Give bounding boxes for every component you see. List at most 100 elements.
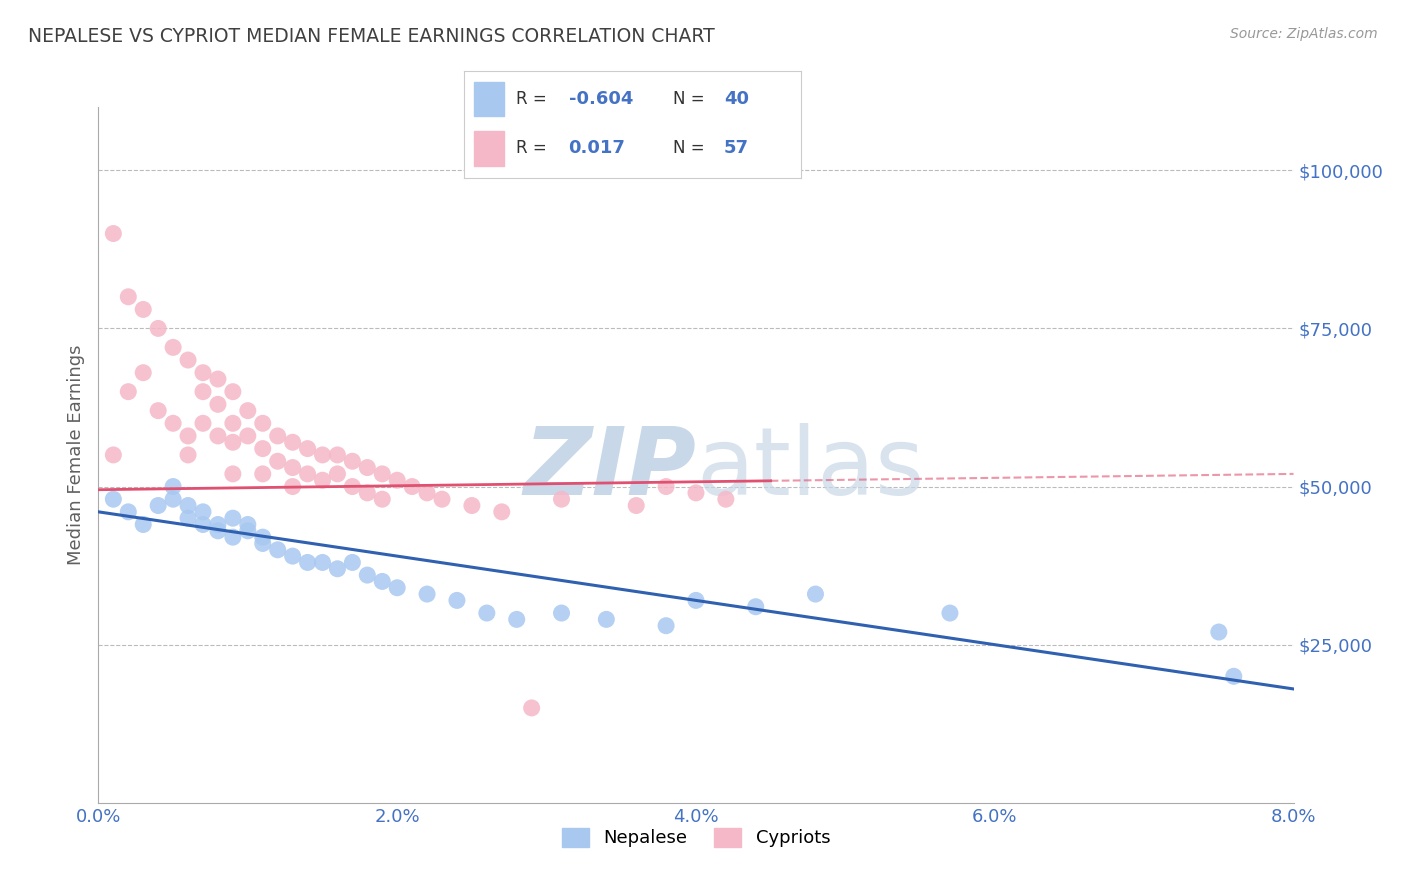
Point	[311, 448, 333, 462]
Point	[148, 403, 170, 417]
Point	[626, 499, 648, 513]
Point	[342, 479, 364, 493]
Point	[191, 417, 214, 431]
Text: -0.604: -0.604	[568, 90, 633, 108]
Point	[461, 499, 484, 513]
Point	[103, 492, 125, 507]
Point	[401, 479, 423, 493]
Point	[356, 460, 378, 475]
Point	[267, 454, 290, 468]
Point	[520, 701, 543, 715]
Point	[132, 366, 155, 380]
Point	[371, 492, 394, 507]
Point	[177, 499, 200, 513]
Point	[222, 530, 245, 544]
Text: 57: 57	[724, 139, 749, 157]
Point	[416, 486, 439, 500]
Point	[191, 505, 214, 519]
Point	[117, 290, 139, 304]
Point	[506, 612, 529, 626]
Point	[745, 599, 768, 614]
Text: R =: R =	[516, 90, 553, 108]
Point	[177, 511, 200, 525]
Point	[117, 505, 139, 519]
Point	[342, 454, 364, 468]
Point	[236, 524, 259, 538]
Point	[430, 492, 453, 507]
Point	[311, 556, 333, 570]
Point	[550, 492, 572, 507]
Point	[162, 417, 184, 431]
Point	[132, 302, 155, 317]
Point	[326, 467, 349, 481]
Point	[371, 467, 394, 481]
Point	[222, 417, 245, 431]
Legend: Nepalese, Cypriots: Nepalese, Cypriots	[553, 819, 839, 856]
Text: 40: 40	[724, 90, 749, 108]
Text: atlas: atlas	[696, 423, 924, 515]
Point	[342, 556, 364, 570]
Point	[655, 479, 678, 493]
Point	[132, 517, 155, 532]
Point	[252, 536, 274, 550]
Point	[148, 499, 170, 513]
Point	[491, 505, 513, 519]
Point	[655, 618, 678, 632]
Point	[222, 384, 245, 399]
Point	[326, 448, 349, 462]
Point	[446, 593, 468, 607]
Point	[281, 549, 304, 563]
Point	[1208, 625, 1230, 640]
Y-axis label: Median Female Earnings: Median Female Earnings	[66, 344, 84, 566]
Point	[252, 417, 274, 431]
Text: N =: N =	[673, 90, 710, 108]
Point	[267, 429, 290, 443]
Point	[162, 340, 184, 354]
Point	[222, 435, 245, 450]
Point	[207, 524, 229, 538]
Point	[311, 473, 333, 487]
Point	[207, 429, 229, 443]
Point	[685, 593, 707, 607]
Point	[252, 442, 274, 456]
Text: Source: ZipAtlas.com: Source: ZipAtlas.com	[1230, 27, 1378, 41]
Point	[191, 384, 214, 399]
Point	[207, 517, 229, 532]
Point	[207, 397, 229, 411]
Point	[550, 606, 572, 620]
Point	[162, 479, 184, 493]
Point	[685, 486, 707, 500]
Point	[177, 429, 200, 443]
Text: ZIP: ZIP	[523, 423, 696, 515]
Point	[595, 612, 617, 626]
Point	[326, 562, 349, 576]
Point	[267, 542, 290, 557]
Point	[385, 473, 409, 487]
Point	[117, 384, 139, 399]
Point	[252, 467, 274, 481]
Point	[148, 321, 170, 335]
Point	[371, 574, 394, 589]
Point	[281, 435, 304, 450]
Point	[939, 606, 962, 620]
Point	[356, 486, 378, 500]
Point	[252, 530, 274, 544]
Point	[103, 448, 125, 462]
Point	[177, 353, 200, 368]
Point	[385, 581, 409, 595]
Point	[1223, 669, 1246, 683]
Point	[236, 403, 259, 417]
Point	[162, 492, 184, 507]
Point	[297, 467, 319, 481]
Point	[207, 372, 229, 386]
Point	[222, 467, 245, 481]
Point	[416, 587, 439, 601]
Point	[297, 556, 319, 570]
Point	[191, 517, 214, 532]
Point	[804, 587, 827, 601]
Point	[281, 460, 304, 475]
Point	[356, 568, 378, 582]
Point	[222, 511, 245, 525]
Text: N =: N =	[673, 139, 710, 157]
Text: R =: R =	[516, 139, 553, 157]
